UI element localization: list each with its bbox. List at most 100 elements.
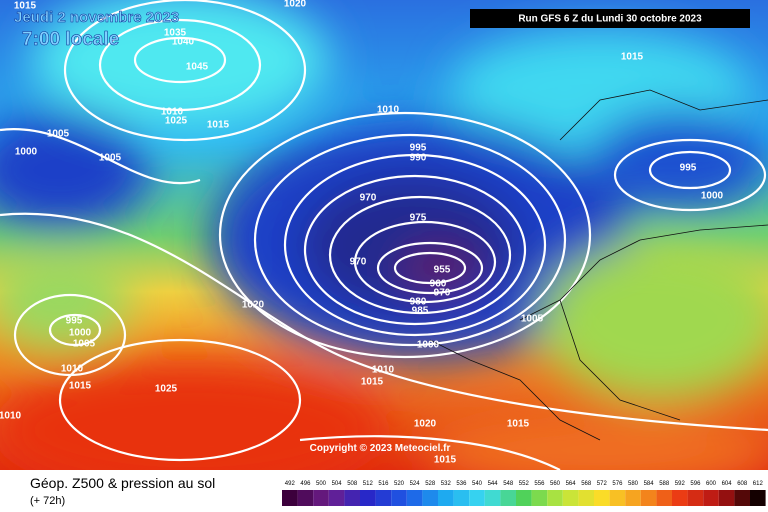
scale-swatch — [375, 490, 392, 506]
lead-time: (+ 72h) — [30, 495, 65, 507]
scale-label: 604 — [722, 481, 733, 487]
copyright: Copyright © 2023 Meteociel.fr — [310, 443, 451, 454]
scale-swatch — [516, 490, 532, 506]
scale-label: 528 — [425, 481, 436, 487]
isobar-label: 1010 — [61, 364, 84, 375]
scale-swatch — [640, 490, 657, 506]
isobar-label: 1005 — [521, 314, 544, 325]
scale-swatch — [453, 490, 470, 506]
isobar-label: 1015 — [361, 377, 384, 388]
scale-swatch — [687, 490, 704, 506]
scale-swatch — [360, 490, 376, 506]
scale-swatch — [625, 490, 641, 506]
isobar-label: 1010 — [372, 365, 395, 376]
isobar-label: 1005 — [73, 339, 96, 350]
scale-label: 548 — [503, 481, 514, 487]
scale-swatch — [531, 490, 548, 506]
isobar-label: 1020 — [242, 300, 265, 311]
isobar-label: 1010 — [0, 411, 22, 422]
isobar-label: 980 — [410, 297, 427, 308]
scale-swatch — [547, 490, 563, 506]
isobar-label: 1035 — [164, 28, 187, 39]
isobar-label: 995 — [410, 143, 427, 154]
run-info: Run GFS 6 Z du Lundi 30 octobre 2023 — [518, 14, 702, 25]
scale-swatch — [438, 490, 454, 506]
scale-label: 576 — [612, 481, 623, 487]
scale-label: 512 — [363, 481, 374, 487]
isobar-label: 970 — [360, 193, 377, 204]
scale-label: 508 — [347, 481, 358, 487]
isobar-label: 990 — [410, 153, 427, 164]
scale-label: 568 — [581, 481, 592, 487]
isobar-label: 1020 — [284, 0, 307, 10]
scale-swatch — [406, 490, 423, 506]
scale-label: 608 — [737, 481, 748, 487]
scale-label: 600 — [706, 481, 717, 487]
scale-label: 520 — [394, 481, 405, 487]
isobar-label: 1025 — [155, 384, 178, 395]
scale-label: 536 — [456, 481, 467, 487]
isobar-label: 1015 — [507, 419, 530, 430]
scale-swatch — [718, 490, 735, 506]
isobar-label: 970 — [350, 257, 367, 268]
scale-swatch — [500, 490, 516, 506]
scale-label: 552 — [519, 481, 530, 487]
run-box — [470, 9, 750, 28]
isobar-label: 970 — [434, 288, 451, 299]
scale-swatch — [469, 490, 485, 506]
isobar-label: 1005 — [99, 153, 122, 164]
isobar-label: 995 — [66, 316, 83, 327]
isobar-label: 1020 — [414, 419, 437, 430]
scale-label: 524 — [410, 481, 421, 487]
scale-label: 500 — [316, 481, 327, 487]
isobar-label: 1010 — [377, 105, 400, 116]
scale-label: 612 — [753, 481, 764, 487]
date: Jeudi 2 novembre 2023 — [14, 9, 179, 26]
isobar-label: 1000 — [69, 328, 92, 339]
scale-swatch — [328, 490, 345, 506]
scale-swatch — [594, 490, 610, 506]
scale-label: 496 — [300, 481, 311, 487]
scale-label: 560 — [550, 481, 561, 487]
scale-label: 584 — [644, 481, 655, 487]
isobar-label: 995 — [680, 163, 697, 174]
scale-label: 540 — [472, 481, 483, 487]
scale-label: 492 — [285, 481, 296, 487]
scale-swatch — [391, 490, 407, 506]
isobar-label: 1015 — [621, 52, 644, 63]
scale-swatch — [672, 490, 688, 506]
isobar-label: 1025 — [165, 116, 188, 127]
scale-swatch — [656, 490, 672, 506]
isobar-label: 1040 — [172, 37, 195, 48]
footer-title: Géop. Z500 & pression au sol — [30, 475, 215, 491]
scale-label: 556 — [534, 481, 545, 487]
isobar-label: 960 — [430, 279, 447, 290]
isobar-label: 985 — [412, 306, 429, 317]
isobar-label: 1045 — [186, 62, 209, 73]
scale-swatch — [609, 490, 626, 506]
scale-label: 504 — [332, 481, 343, 487]
scale-swatch — [703, 490, 719, 506]
isobar-label: 1015 — [69, 381, 92, 392]
isobar-label: 1015 — [207, 120, 230, 131]
isobar-label: 1000 — [417, 340, 440, 351]
isobar-label: 1000 — [15, 147, 38, 158]
isobar-label: 955 — [434, 265, 451, 276]
isobar-label: 1000 — [701, 191, 724, 202]
local-time: 7:00 locale — [22, 29, 119, 50]
scale-label: 592 — [675, 481, 686, 487]
scale-swatch — [750, 490, 766, 506]
scale-swatch — [313, 490, 329, 506]
scale-swatch — [422, 490, 438, 506]
scale-label: 564 — [566, 481, 577, 487]
scale-label: 588 — [659, 481, 670, 487]
isobar-label: 1015 — [14, 1, 37, 12]
isobar-label: 1010 — [161, 107, 184, 118]
scale-swatch — [282, 490, 298, 506]
scale-label: 532 — [441, 481, 452, 487]
scale-swatch — [297, 490, 314, 506]
isobar-label: 975 — [410, 213, 427, 224]
scale-swatch — [344, 490, 360, 506]
scale-label: 544 — [488, 481, 499, 487]
